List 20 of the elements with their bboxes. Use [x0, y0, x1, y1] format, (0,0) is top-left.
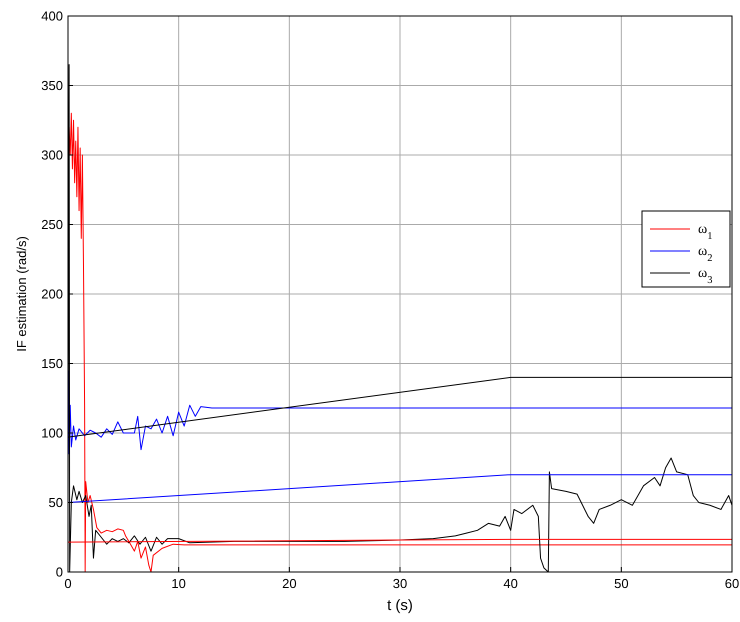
x-tick-label: 40: [503, 576, 518, 591]
y-tick-label: 200: [41, 286, 63, 302]
y-tick-label: 400: [41, 8, 63, 24]
y-tick-label: 350: [41, 78, 63, 93]
y-tick-label: 100: [41, 426, 63, 440]
y-tick-label: 250: [41, 217, 63, 232]
x-tick-label: 10: [171, 576, 186, 591]
y-tick-label: 150: [41, 356, 63, 371]
legend-label: ω$_{2}$: [698, 244, 712, 264]
x-tick-label: 30: [392, 576, 408, 591]
y-tick-label: 50: [48, 495, 63, 510]
x-tick-label: 60: [724, 576, 740, 591]
y-tick-label: 0: [56, 564, 63, 580]
legend-label: ω$_{1}$: [698, 222, 712, 242]
x-axis-title: t (s): [387, 597, 413, 614]
y-axis-title: IF estimation (rad/s): [14, 236, 29, 352]
x-tick-label: 50: [614, 576, 629, 591]
x-tick-label: 20: [282, 576, 297, 591]
legend-label: ω$_{3}$: [698, 266, 712, 286]
y-tick-label: 300: [41, 148, 63, 162]
